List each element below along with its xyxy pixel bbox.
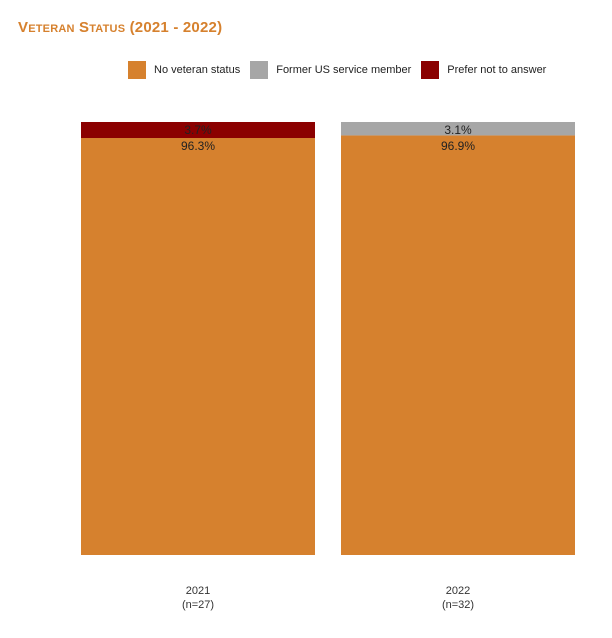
bar-segment-2022-no-veteran-status: [341, 135, 575, 555]
x-tick-sublabel-2021: (n=27): [182, 599, 214, 611]
legend-swatch-no-veteran-status: [128, 61, 146, 79]
legend-item-no-veteran-status: No veteran status: [128, 61, 240, 79]
legend-label-former-us-service-member: Former US service member: [276, 64, 412, 76]
x-tick-sublabel-2022: (n=32): [442, 599, 474, 611]
chart-legend: No veteran status Former US service memb…: [128, 61, 556, 79]
legend-swatch-prefer-not-to-answer: [421, 61, 440, 79]
data-label-2021-no-veteran-status: 96.3%: [181, 139, 215, 153]
data-label-2021-prefer-not-to-answer: 3.7%: [184, 123, 212, 137]
data-label-2022-former-us-service-member: 3.1%: [444, 123, 472, 137]
bar-segment-2022-former-us-service-member: [341, 122, 575, 136]
data-label-2022-no-veteran-status: 96.9%: [441, 139, 475, 153]
x-tick-label-2021: 2021: [186, 585, 210, 597]
bar-segment-2021-no-veteran-status: [81, 138, 315, 555]
legend-label-no-veteran-status: No veteran status: [154, 64, 241, 76]
chart-title: Veteran Status (2021 - 2022): [18, 19, 223, 36]
legend-item-prefer-not-to-answer: Prefer not to answer: [421, 61, 546, 79]
legend-item-former-us-service-member: Former US service member: [250, 61, 411, 79]
bar-segment-2021-prefer-not-to-answer: [81, 122, 315, 139]
legend-label-prefer-not-to-answer: Prefer not to answer: [447, 64, 547, 76]
legend-swatch-former-us-service-member: [250, 61, 269, 79]
x-tick-label-2022: 2022: [446, 585, 470, 597]
